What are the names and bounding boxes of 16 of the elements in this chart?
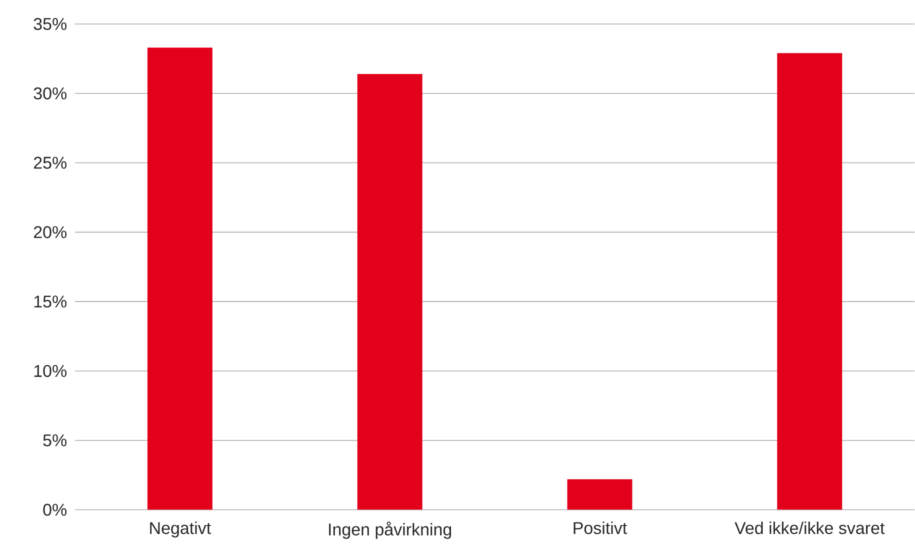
bar [147,48,212,510]
y-tick-label: 10% [34,365,66,378]
bar [567,479,632,510]
y-tick-label: 0% [43,504,66,516]
y-tick-label: 20% [34,226,66,238]
x-tick-label: Ved ikke/ikke svaret [734,522,885,534]
bar [357,74,422,510]
bar [777,53,842,510]
y-tick-label: 35% [34,18,66,30]
y-tick-label: 15% [34,296,66,308]
x-tick-label: Negativt [150,522,211,538]
y-tick-label: 5% [43,434,66,446]
x-tick-label: Positivt [574,522,627,534]
y-tick-label: 25% [34,156,66,169]
x-tick-label: Ingen påvirkning [329,522,452,539]
y-tick-label: 30% [34,87,66,100]
